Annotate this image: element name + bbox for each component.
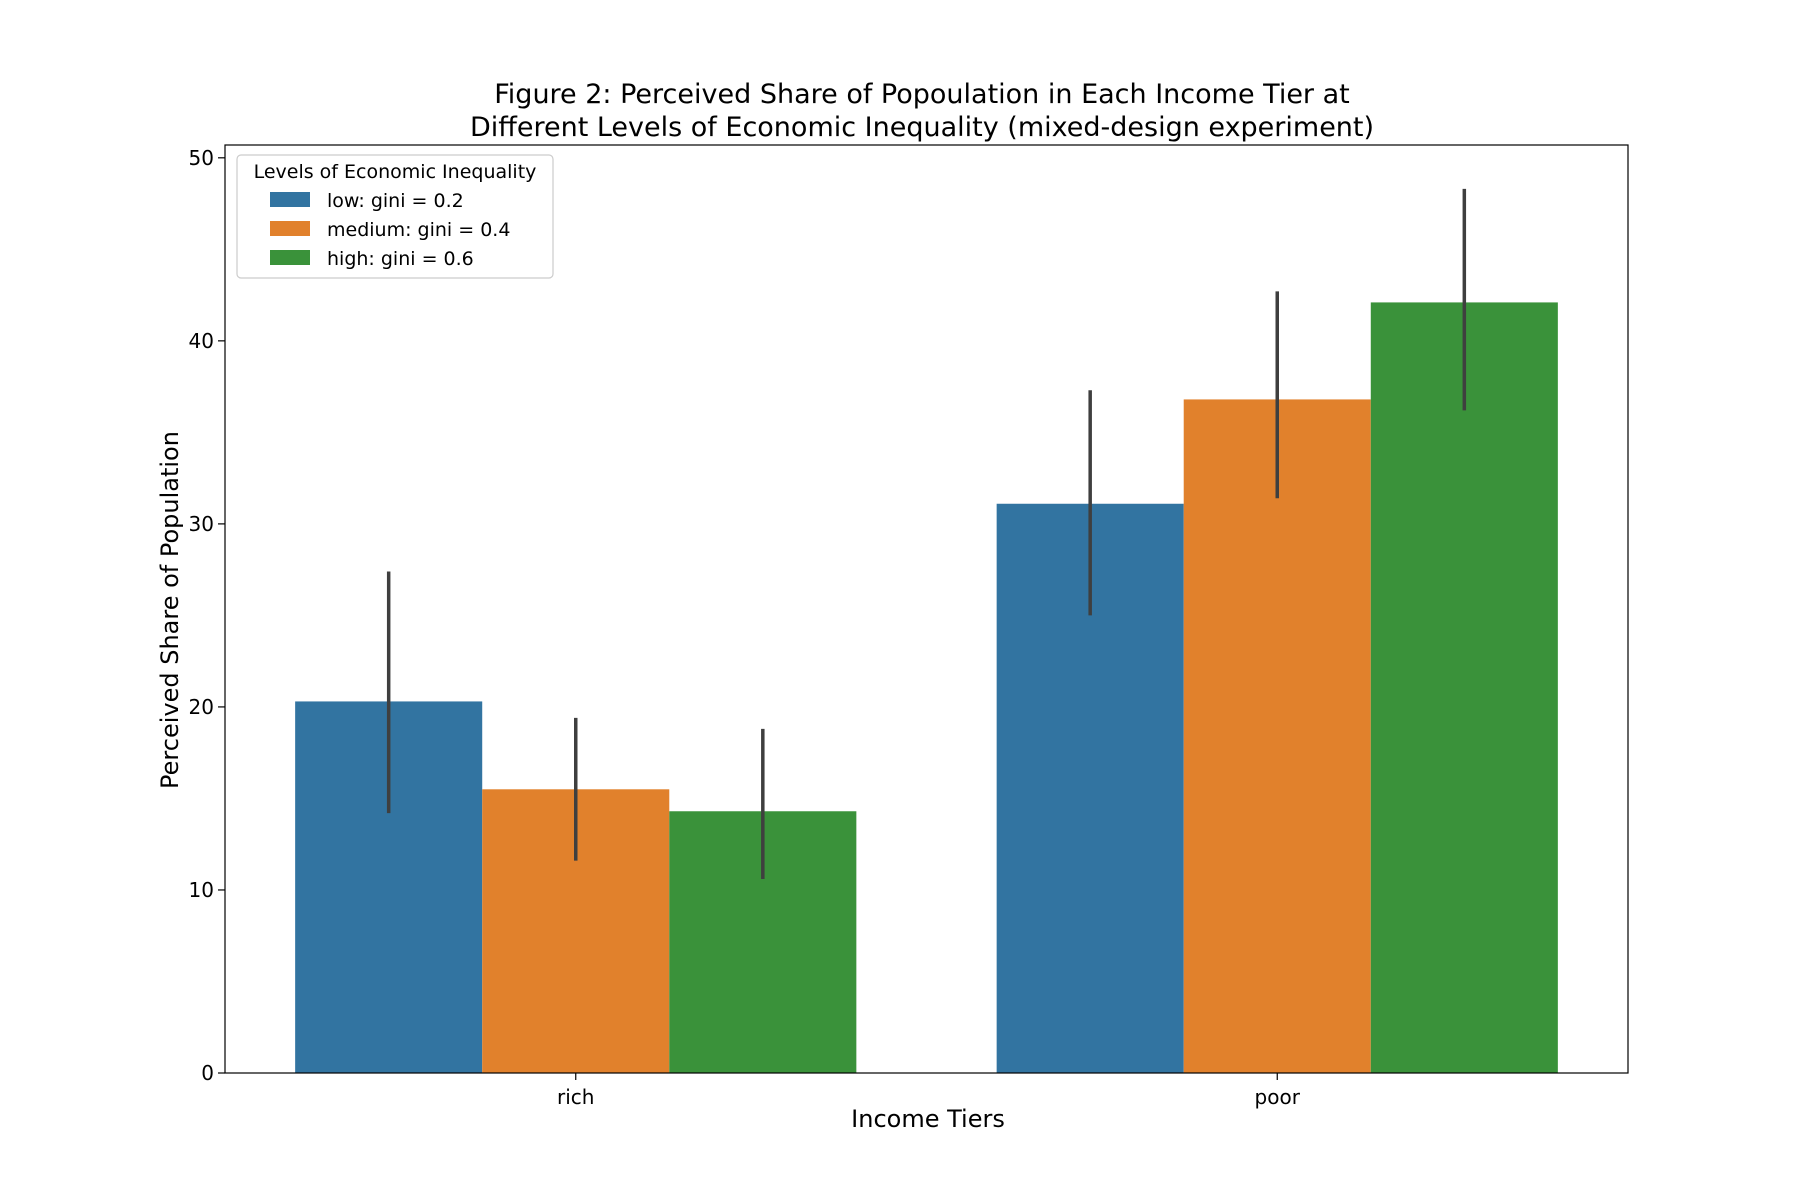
bar [1370, 302, 1558, 1073]
y-tick-label: 10 [189, 878, 214, 902]
x-tick-label: poor [1255, 1085, 1301, 1109]
legend: Levels of Economic Inequality low: gini … [236, 154, 554, 279]
bars [295, 302, 1558, 1074]
error-bars [386, 188, 1467, 879]
bar [1183, 399, 1371, 1073]
y-tick-label: 0 [201, 1061, 214, 1085]
y-tick-label: 40 [189, 329, 214, 353]
chart-title-line-1: Figure 2: Perceived Share of Popoulation… [494, 79, 1350, 110]
legend-label: medium: gini = 0.4 [327, 219, 510, 241]
legend-swatch [270, 250, 310, 265]
y-tick-label: 30 [189, 512, 214, 536]
y-tick-label: 50 [189, 146, 214, 170]
chart-title-line-2: Different Levels of Economic Inequality … [470, 112, 1374, 143]
x-axis-label: Income Tiers [851, 1105, 1005, 1133]
y-axis-label: Perceived Share of Population [156, 431, 184, 789]
x-axis-ticks: rich poor [557, 1073, 1301, 1109]
legend-items: low: gini = 0.2 medium: gini = 0.4 high: g… [270, 190, 510, 270]
y-tick-label: 20 [189, 695, 214, 719]
y-axis-ticks: 0 10 20 30 40 50 [189, 146, 225, 1085]
legend-title: Levels of Economic Inequality [254, 161, 537, 183]
legend-box [236, 154, 554, 279]
legend-label: low: gini = 0.2 [327, 190, 464, 212]
legend-swatch [270, 192, 310, 207]
legend-label: high: gini = 0.6 [327, 248, 474, 270]
legend-swatch [270, 221, 310, 236]
plot-frame [224, 144, 1629, 1074]
x-tick-label: rich [557, 1085, 594, 1109]
